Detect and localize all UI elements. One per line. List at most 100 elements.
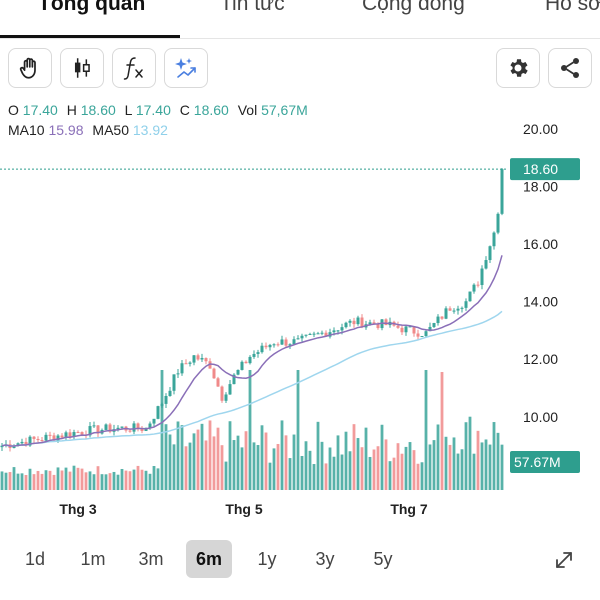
candle-body (136, 423, 140, 429)
time-axis-label: Thg 3 (59, 501, 97, 517)
ai-sparkle-icon (175, 58, 196, 78)
volume-bar (444, 436, 448, 490)
price-chart[interactable]: 18.60 20.00 18.00 16.00 14.00 12.00 10.00 57.67… (0, 100, 600, 520)
volume-bar (216, 427, 220, 490)
volume-bar (160, 370, 164, 490)
period-1y[interactable]: 1y (257, 549, 277, 569)
candle-body (316, 333, 320, 335)
settings-button[interactable] (496, 48, 540, 88)
volume-bar (72, 465, 76, 490)
volume-bar (352, 424, 356, 490)
volume-bar (248, 370, 252, 490)
candle-body (360, 317, 364, 328)
volume-tag (510, 451, 580, 473)
volume-bar (28, 468, 32, 490)
hand-tool-button[interactable] (8, 48, 52, 88)
volume-bar (372, 449, 376, 490)
volume-bar (108, 473, 112, 490)
share-icon (561, 58, 579, 78)
volume-bar (268, 462, 272, 490)
ai-tool-button[interactable] (164, 48, 208, 88)
period-3y[interactable]: 3y (315, 549, 335, 569)
volume-bar (328, 447, 332, 490)
volume-bar (64, 467, 68, 490)
candle-body (496, 213, 500, 233)
expand-icon[interactable] (552, 548, 576, 572)
volume-tag-label: 57.67M (514, 454, 561, 470)
volume-bar (176, 421, 180, 490)
candle-body (368, 322, 372, 325)
volume-bar (344, 431, 348, 490)
candle-body (404, 326, 408, 333)
period-6m[interactable]: 6m (186, 540, 232, 578)
candle-body (300, 335, 304, 339)
candle-body (384, 319, 388, 326)
candle-body (240, 361, 244, 370)
volume-bar (184, 446, 188, 490)
candlestick-icon (74, 58, 90, 78)
tab-overview[interactable]: Tổng quan (38, 0, 146, 15)
volume-bar (316, 421, 320, 490)
candle-body (236, 369, 240, 375)
candle-body (304, 334, 308, 336)
candle-body (428, 326, 432, 332)
ma10-line (1, 255, 503, 447)
ohlc-readout: O 17.40 H 18.60 L 17.40 C 18.60 Vol 57,6… (8, 102, 313, 118)
period-5y[interactable]: 5y (373, 549, 393, 569)
volume-bar (480, 442, 484, 490)
candle-body (348, 320, 352, 323)
candle-body (248, 356, 252, 364)
candle-body (108, 424, 112, 432)
candle-body (104, 424, 108, 430)
volume-bar (276, 443, 280, 490)
volume-bar (124, 470, 128, 490)
period-1d[interactable]: 1d (24, 549, 46, 569)
tab-profile[interactable]: Hồ sơ (545, 0, 600, 15)
tab-news[interactable]: Tin tức (220, 0, 285, 15)
volume-bar (424, 370, 428, 490)
candle-body (272, 344, 276, 346)
indicator-fx-button[interactable] (112, 48, 156, 88)
candle-body (312, 333, 316, 335)
volume-bar (84, 472, 88, 490)
volume-bar (40, 473, 44, 490)
volume-bar (384, 439, 388, 490)
tab-community[interactable]: Cộng đồng (362, 0, 465, 15)
volume-bar (220, 445, 224, 490)
candle-body (268, 344, 272, 348)
candle-body (296, 338, 300, 340)
share-button[interactable] (548, 48, 592, 88)
candle-body (12, 446, 16, 449)
candle-body (252, 353, 256, 357)
candle-body (28, 436, 32, 446)
volume-bar (212, 436, 216, 490)
candle-body (20, 441, 24, 444)
candle-body (260, 345, 264, 353)
volume-bar (208, 420, 212, 490)
candle-body (180, 363, 184, 374)
volume-bar (460, 449, 464, 490)
volume-bar (376, 446, 380, 490)
candlestick-tool-button[interactable] (60, 48, 104, 88)
volume-bar (188, 442, 192, 490)
volume-bar (156, 468, 160, 490)
volume-bar (100, 474, 104, 490)
volume-bar (400, 453, 404, 490)
volume-bar (456, 453, 460, 490)
volume-bar (112, 471, 116, 490)
ma50-label: MA50 (92, 122, 129, 138)
candle-body (476, 284, 480, 286)
volume-bar (136, 465, 140, 490)
volume-bar (284, 435, 288, 490)
candle-body (416, 333, 420, 337)
last-price-tag-label: 18.60 (523, 161, 558, 177)
volume-bar (116, 474, 120, 490)
volume-bar (128, 471, 132, 490)
volume-bar (260, 425, 264, 490)
period-3m[interactable]: 3m (138, 549, 164, 569)
volume-bar (396, 443, 400, 490)
volume-bar (416, 463, 420, 490)
volume-bar (356, 438, 360, 490)
period-1m[interactable]: 1m (80, 549, 106, 569)
volume-bar (488, 444, 492, 490)
